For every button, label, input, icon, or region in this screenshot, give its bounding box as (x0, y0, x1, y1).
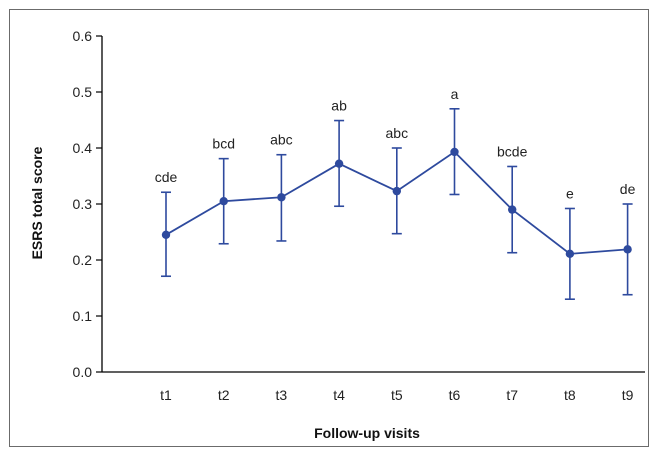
x-tick-label: t7 (506, 387, 518, 403)
x-tick-label: t4 (333, 387, 345, 403)
data-point (334, 159, 344, 168)
y-axis-title: ESRS total score (29, 146, 45, 259)
significance-label: e (566, 185, 574, 201)
data-point (565, 249, 575, 259)
data-points (161, 147, 632, 259)
x-tick-label: t6 (449, 387, 461, 403)
data-point (508, 205, 517, 214)
significance-label: de (620, 181, 636, 197)
data-point (277, 193, 286, 202)
data-point (450, 147, 459, 157)
data-point (392, 186, 401, 196)
y-tick-label: 0.2 (73, 252, 93, 268)
significance-label: cde (155, 169, 178, 185)
x-tick-label: t3 (276, 387, 288, 403)
y-tick-label: 0.0 (73, 364, 93, 380)
x-tick-label: t9 (622, 387, 634, 403)
y-tick-label: 0.6 (73, 28, 93, 44)
significance-label: ab (331, 98, 347, 114)
tick-labels: 0.0 0.1 0.2 0.3 0.4 0.5 0.6 t1 t2 t3 t4 t5 t6 t7 t8 t9 (73, 28, 634, 403)
significance-label: bcde (497, 143, 528, 159)
significance-label: bcd (212, 136, 235, 152)
significance-labels: cde bcd abc ab abc a bcde e de (155, 86, 636, 202)
x-tick-label: t2 (218, 387, 230, 403)
x-tick-label: t8 (564, 387, 576, 403)
y-tick-label: 0.3 (73, 196, 93, 212)
significance-label: abc (386, 125, 409, 141)
data-point (623, 245, 632, 254)
significance-label: a (451, 86, 459, 102)
y-tick-label: 0.4 (73, 140, 93, 156)
x-axis-title: Follow-up visits (314, 425, 420, 441)
data-point (219, 197, 228, 206)
significance-label: abc (270, 132, 293, 148)
chart-frame (9, 9, 649, 447)
x-tick-label: t1 (160, 387, 172, 403)
data-point (161, 230, 171, 239)
axes (96, 35, 645, 373)
x-tick-label: t5 (391, 387, 403, 403)
y-tick-label: 0.5 (73, 84, 93, 100)
y-tick-label: 0.1 (73, 308, 93, 324)
